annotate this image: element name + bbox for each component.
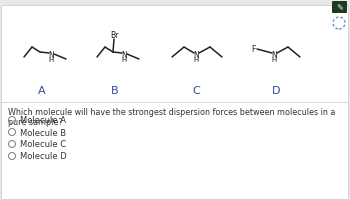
FancyBboxPatch shape xyxy=(1,6,349,104)
Text: Molecule B: Molecule B xyxy=(20,128,66,137)
Text: H: H xyxy=(193,57,199,63)
Text: H: H xyxy=(121,57,127,63)
Text: N: N xyxy=(48,50,54,59)
Text: Molecule C: Molecule C xyxy=(20,140,66,149)
Text: H: H xyxy=(48,57,54,63)
Text: Which molecule will have the strongest dispersion forces between molecules in a : Which molecule will have the strongest d… xyxy=(8,107,335,127)
Text: N: N xyxy=(193,50,199,59)
FancyBboxPatch shape xyxy=(1,103,349,200)
FancyBboxPatch shape xyxy=(332,2,347,14)
Text: Br: Br xyxy=(110,31,118,40)
Text: C: C xyxy=(192,86,200,96)
Text: ✎: ✎ xyxy=(336,3,343,12)
Text: F: F xyxy=(251,45,255,54)
Text: D: D xyxy=(272,86,280,96)
Text: Molecule D: Molecule D xyxy=(20,152,67,161)
Text: Molecule A: Molecule A xyxy=(20,116,66,125)
Text: N: N xyxy=(121,50,127,59)
Text: H: H xyxy=(271,57,276,63)
Text: B: B xyxy=(111,86,119,96)
Text: N: N xyxy=(271,50,277,59)
Text: A: A xyxy=(38,86,46,96)
